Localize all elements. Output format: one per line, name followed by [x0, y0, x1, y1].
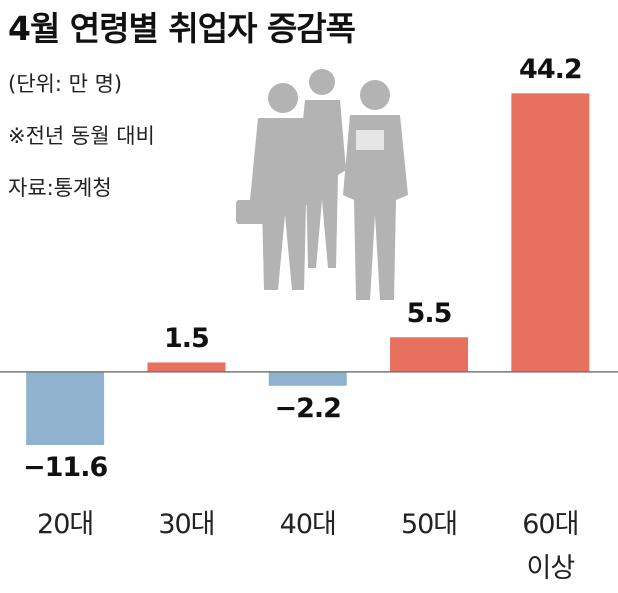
x-tick-label: 40대	[279, 509, 337, 540]
value-label: 5.5	[406, 298, 453, 330]
x-tick-label: 20대	[37, 509, 94, 540]
x-tick-label: 60대 이상	[522, 509, 579, 584]
basis-note: ※전년 동월 대비	[8, 124, 155, 148]
people-illustration	[236, 69, 408, 300]
chart-title: 4월 연령별 취업자 증감폭	[8, 9, 356, 48]
value-label: 1.5	[164, 323, 210, 355]
x-tick-label: 50대	[400, 509, 458, 540]
bar	[147, 362, 226, 372]
bar	[390, 337, 469, 372]
value-label: −2.2	[274, 392, 342, 424]
bar	[268, 371, 347, 386]
bar	[511, 93, 590, 372]
source-note: 자료:통계청	[8, 176, 112, 200]
x-tick-label: 30대	[158, 509, 215, 540]
value-label: −11.6	[23, 452, 108, 484]
bar	[26, 371, 105, 446]
value-label: 44.2	[519, 54, 583, 86]
unit-note: (단위: 만 명)	[8, 72, 123, 96]
